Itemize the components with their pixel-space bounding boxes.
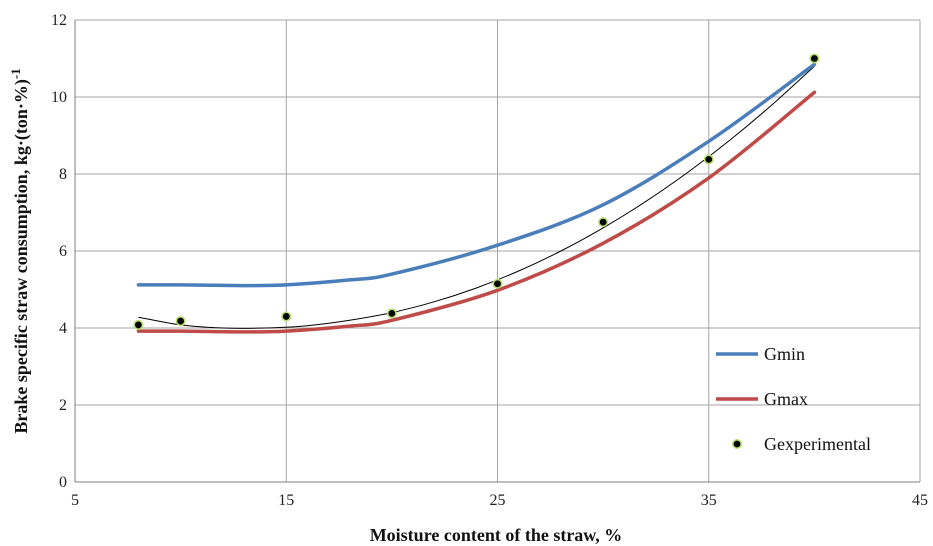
- data-point-gexperimental: [175, 316, 186, 327]
- legend: Gmin Gmax Gexperimental: [716, 344, 871, 454]
- data-point-gexperimental: [281, 311, 292, 322]
- data-point-gexperimental: [386, 308, 397, 319]
- y-tick-label: 6: [59, 243, 67, 260]
- x-tick-label: 45: [912, 492, 928, 509]
- y-tick-label: 12: [51, 12, 67, 29]
- data-point-gexperimental: [598, 217, 609, 228]
- grid: [74, 19, 921, 483]
- x-tick-label: 5: [71, 492, 79, 509]
- y-axis-title: Brake specific straw consumption, kg·(to…: [8, 68, 32, 433]
- data-point-gexperimental: [492, 278, 503, 289]
- x-axis-title: Moisture content of the straw, %: [370, 525, 623, 545]
- y-tick-label: 0: [59, 474, 67, 491]
- y-tick-label: 4: [59, 320, 67, 337]
- x-tick-label: 25: [490, 492, 506, 509]
- series-line-gmax: [136, 90, 817, 334]
- data-point-gexperimental: [703, 154, 714, 165]
- y-axis-title-main: Brake specific straw consumption, kg·(to…: [11, 79, 32, 434]
- x-tick-label: 35: [701, 492, 717, 509]
- data-point-gexperimental: [809, 53, 820, 64]
- y-tick-label: 8: [59, 166, 67, 183]
- y-tick-label: 10: [51, 89, 67, 106]
- legend-label-gexperimental: Gexperimental: [764, 434, 871, 454]
- series-line-gmin: [136, 62, 817, 288]
- x-tick-label: 15: [278, 492, 294, 509]
- series-layer: [133, 53, 820, 334]
- y-axis-title-superscript: -1: [8, 68, 23, 79]
- experimental-trendline: [138, 65, 815, 329]
- x-tick-labels: 5 15 25 35 45: [71, 492, 928, 509]
- y-tick-label: 2: [59, 397, 67, 414]
- legend-label-gmin: Gmin: [764, 344, 805, 364]
- legend-label-gmax: Gmax: [764, 389, 808, 409]
- data-point-gexperimental: [133, 319, 144, 330]
- y-tick-labels: 0 2 4 6 8 10 12: [51, 12, 67, 491]
- axes: [74, 20, 920, 483]
- legend-swatch-gexperimental: [731, 438, 742, 449]
